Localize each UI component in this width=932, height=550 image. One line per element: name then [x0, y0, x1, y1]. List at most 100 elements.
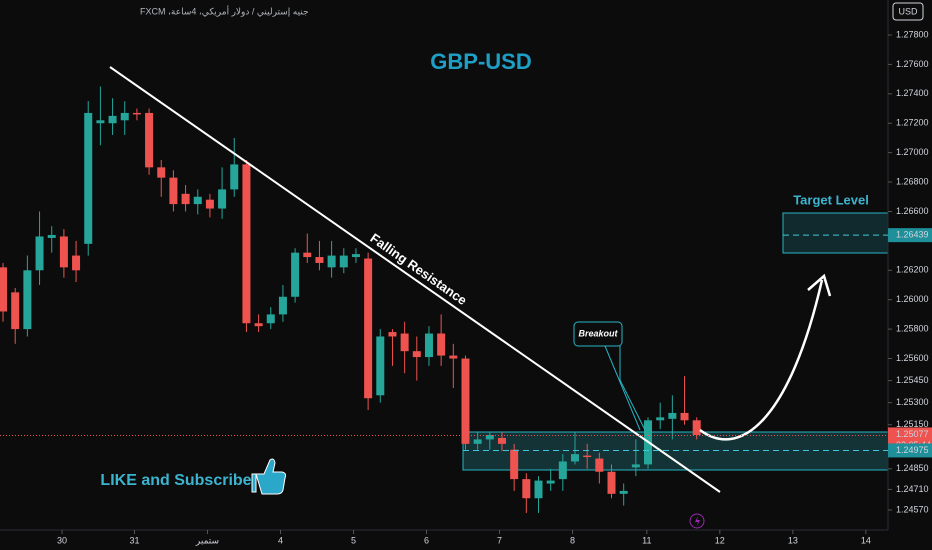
y-tick-label: 1.27400 [896, 88, 929, 98]
last-price-label: 1.25077 [896, 429, 929, 439]
candle-body [181, 193, 190, 205]
candle-body [230, 164, 239, 190]
candle-body [145, 112, 154, 168]
x-tick-label: 6 [424, 535, 429, 545]
candle-body [437, 333, 446, 356]
breakout-label: Breakout [578, 328, 618, 338]
candle-body [339, 255, 348, 268]
breakout-pointer [604, 345, 641, 431]
trend-line [109, 66, 721, 493]
candle-body [619, 490, 628, 494]
candle-body [266, 314, 275, 324]
chart-title: GBP-USD [430, 49, 531, 74]
candle-body [364, 258, 373, 399]
breakout-box [573, 321, 623, 347]
candle-body [546, 480, 555, 484]
support-zone [462, 431, 889, 471]
symbol-header: جنيه إسترليني / دولار أمريكي، 4ساعة، FXC… [140, 5, 309, 17]
y-tick-label: 1.27800 [896, 29, 929, 39]
candle-body [485, 435, 494, 440]
breakout-pointer [619, 346, 646, 431]
candle-body [157, 167, 166, 178]
currency-label: USD [898, 6, 918, 16]
candle-body [473, 439, 482, 444]
y-tick-label: 1.27200 [896, 118, 929, 128]
target-zone [782, 212, 889, 254]
event-icon [689, 513, 705, 529]
candle-body [23, 270, 32, 330]
y-tick-label: 1.25150 [896, 419, 929, 429]
x-tick-label: 8 [570, 535, 575, 545]
x-tick-label: 11 [642, 535, 651, 545]
candle-body [607, 471, 616, 494]
x-tick-label: 4 [278, 535, 283, 545]
projection-arrow [699, 279, 824, 441]
candle-body [656, 417, 665, 421]
y-tick-label: 1.26000 [896, 294, 929, 304]
candle-body [376, 336, 385, 396]
candle-body [668, 412, 677, 419]
candle-body [315, 257, 324, 263]
candle-body [388, 332, 397, 337]
candle-body [96, 120, 105, 124]
event-bolt [695, 516, 700, 526]
y-tick-label: 1.24710 [896, 484, 929, 494]
x-tick-label: 14 [861, 535, 871, 545]
candle-body [510, 449, 519, 480]
candle-body [595, 458, 604, 472]
candle-body [0, 267, 8, 312]
y-tick-label: 1.27600 [896, 59, 929, 69]
cta-text: LIKE and Subscribe [100, 472, 251, 489]
thumbs-up-icon [251, 458, 287, 495]
target-label: Target Level [793, 192, 869, 207]
x-tick-label: 31 [129, 535, 139, 545]
candle-body [108, 115, 117, 124]
arrow-head [807, 273, 832, 297]
candle-body [351, 254, 360, 258]
candle-body [327, 255, 336, 268]
candle-body [205, 199, 214, 209]
y-tick-label: 1.24850 [896, 463, 929, 473]
x-tick-label: 5 [351, 535, 356, 545]
candle-body [692, 420, 701, 435]
x-tick-label: 13 [788, 535, 798, 545]
candle-body [497, 437, 506, 444]
candle-body [11, 292, 20, 330]
level-box [888, 228, 932, 243]
candle-body [583, 455, 592, 458]
x-tick-label: 7 [497, 535, 502, 545]
candle-body [303, 252, 312, 258]
candle-body [242, 164, 251, 324]
candle-body [522, 479, 531, 499]
y-tick-label: 1.27000 [896, 147, 929, 157]
candle-body [47, 235, 56, 238]
candle-body [59, 236, 68, 268]
y-tick-label: 1.25600 [896, 353, 929, 363]
candle-body [400, 333, 409, 352]
y-tick-label: 1.26600 [896, 206, 929, 216]
candle-body [218, 189, 227, 209]
candle-body [424, 333, 433, 358]
candle-body [278, 296, 287, 315]
candle-body [534, 480, 543, 499]
candle-body [35, 236, 44, 271]
candle-body [254, 323, 263, 327]
y-tick-label: 1.25450 [896, 375, 929, 385]
candle-body [449, 355, 458, 359]
x-tick-label: 12 [715, 535, 725, 545]
level-box [888, 443, 932, 458]
candle-body [193, 196, 202, 205]
currency-button[interactable] [892, 2, 924, 21]
candle-body [169, 177, 178, 205]
y-tick-label: 1.26200 [896, 265, 929, 275]
candle-body [132, 112, 141, 115]
x-tick-label: 30 [57, 535, 67, 545]
candle-body [558, 461, 567, 480]
candle-body [72, 255, 81, 271]
y-tick-label: 1.24570 [896, 504, 929, 514]
candle-body [120, 112, 129, 121]
candle-body [291, 252, 300, 297]
